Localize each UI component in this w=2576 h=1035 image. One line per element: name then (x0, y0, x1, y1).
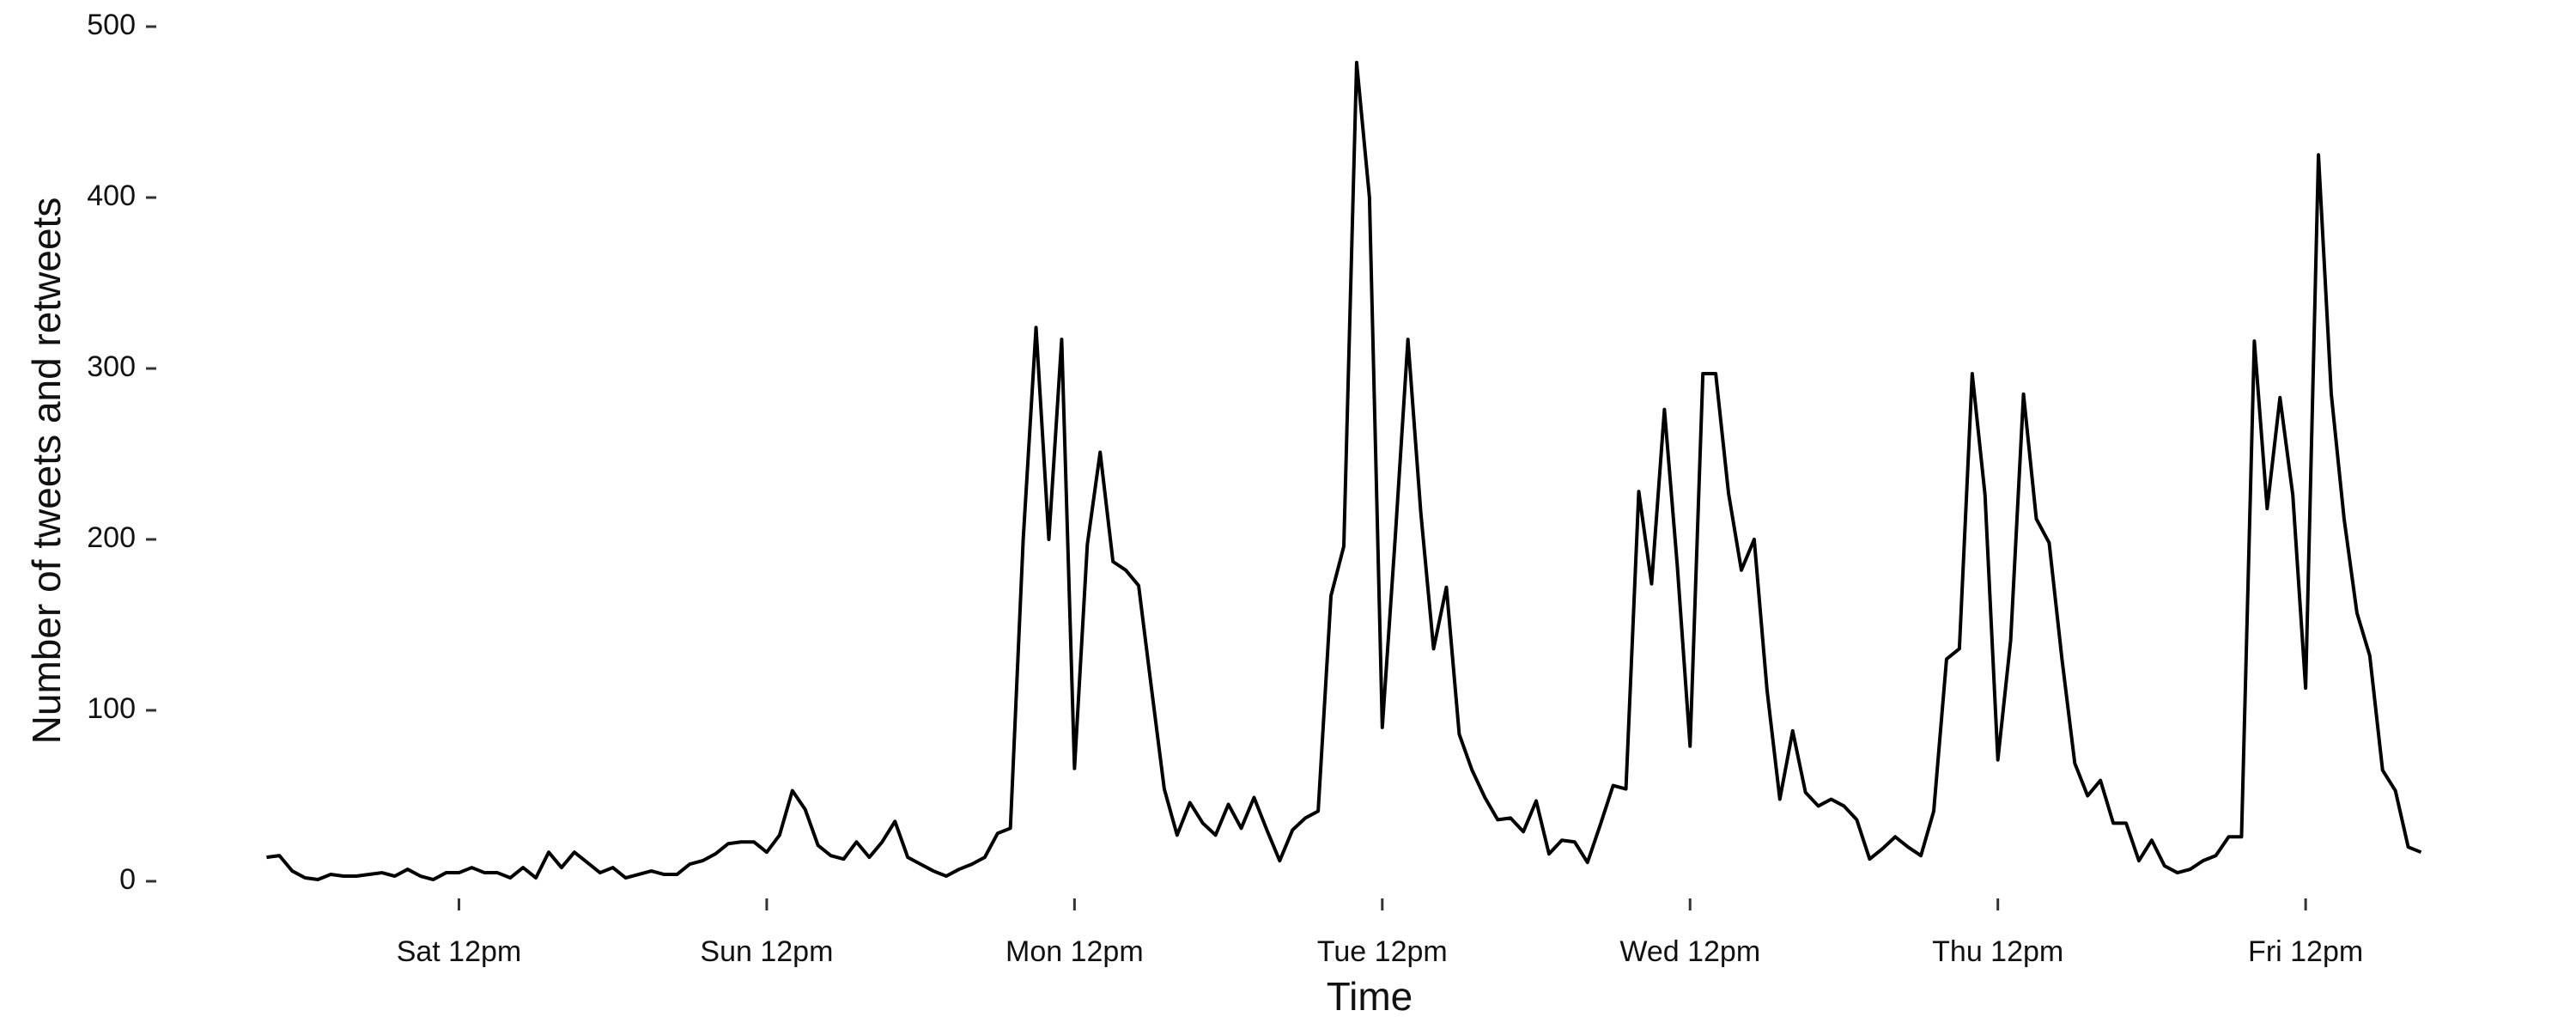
y-tick-label: 300 (87, 350, 136, 383)
y-tick-label: 400 (87, 180, 136, 212)
y-tick-label: 500 (87, 9, 136, 41)
x-tick-label: Wed 12pm (1619, 935, 1760, 968)
y-tick-label: 200 (87, 521, 136, 554)
x-tick-label: Thu 12pm (1932, 935, 2063, 968)
y-tick-label: 100 (87, 692, 136, 725)
data-line (266, 60, 2422, 882)
x-axis-title: Time (1327, 974, 1413, 1019)
x-tick-label: Mon 12pm (1005, 935, 1144, 968)
x-tick-label: Sun 12pm (700, 935, 833, 968)
x-tick-label: Sat 12pm (397, 935, 522, 968)
x-tick-label: Fri 12pm (2248, 935, 2363, 968)
x-tick-label: Tue 12pm (1317, 935, 1448, 968)
y-axis-title: Number of tweets and retweets (24, 198, 69, 745)
y-tick-label: 0 (119, 863, 136, 896)
